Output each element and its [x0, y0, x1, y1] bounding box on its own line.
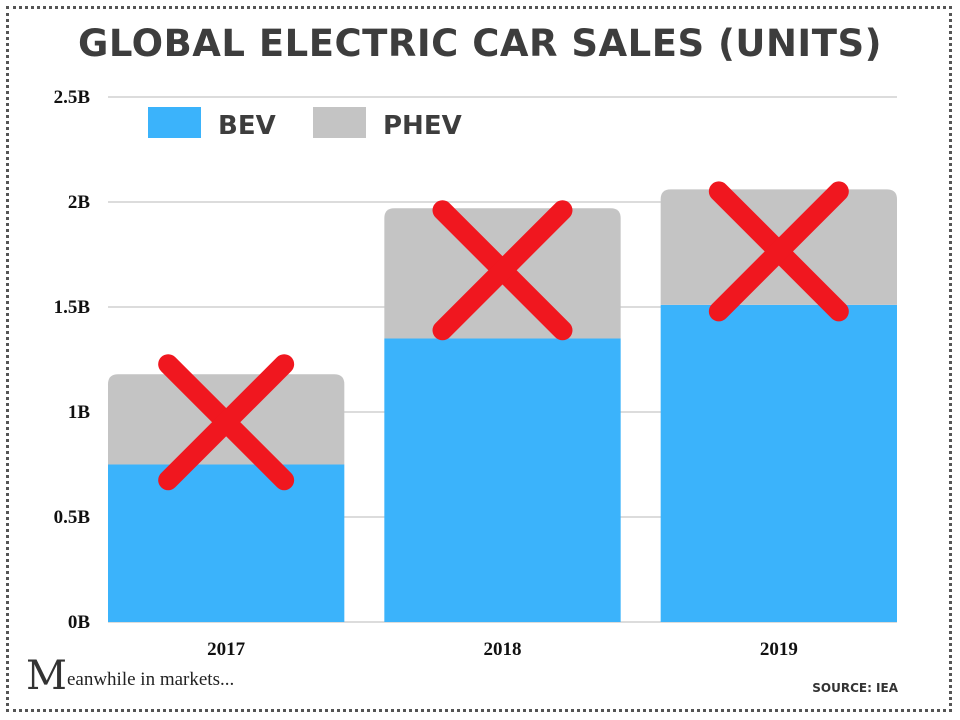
bar-bev-2019 — [660, 304, 897, 622]
brand-initial: M — [26, 653, 67, 699]
y-tick-label: 0B — [68, 612, 91, 633]
red-x-mark — [158, 354, 295, 491]
brand-text: eanwhile in markets... — [66, 669, 235, 690]
legend-label-phev: PHEV — [383, 111, 462, 141]
x-tick-label: 2018 — [484, 639, 522, 660]
y-tick-label: 0.5B — [54, 507, 91, 528]
dotted-border — [6, 6, 952, 712]
y-tick-label: 1.5B — [54, 297, 91, 318]
legend-swatch-bev — [148, 107, 201, 138]
x-tick-label: 2017 — [207, 639, 246, 660]
bar-bev-2017 — [108, 464, 345, 622]
bar-bev-2018 — [384, 338, 621, 622]
y-tick-label: 2.5B — [54, 87, 91, 108]
legend-label-bev: BEV — [218, 111, 276, 141]
y-tick-label: 2B — [68, 192, 91, 213]
legend-swatch-phev — [313, 107, 366, 138]
red-x-mark — [432, 200, 573, 341]
x-tick-label: 2019 — [760, 639, 798, 660]
source-note: SOURCE: IEA — [812, 681, 898, 695]
brand-logo: Meanwhile in markets... — [26, 656, 234, 696]
y-tick-label: 1B — [68, 402, 91, 423]
red-x-mark — [708, 181, 849, 322]
chart-title: GLOBAL ELECTRIC CAR SALES (UNITS) — [78, 22, 882, 65]
